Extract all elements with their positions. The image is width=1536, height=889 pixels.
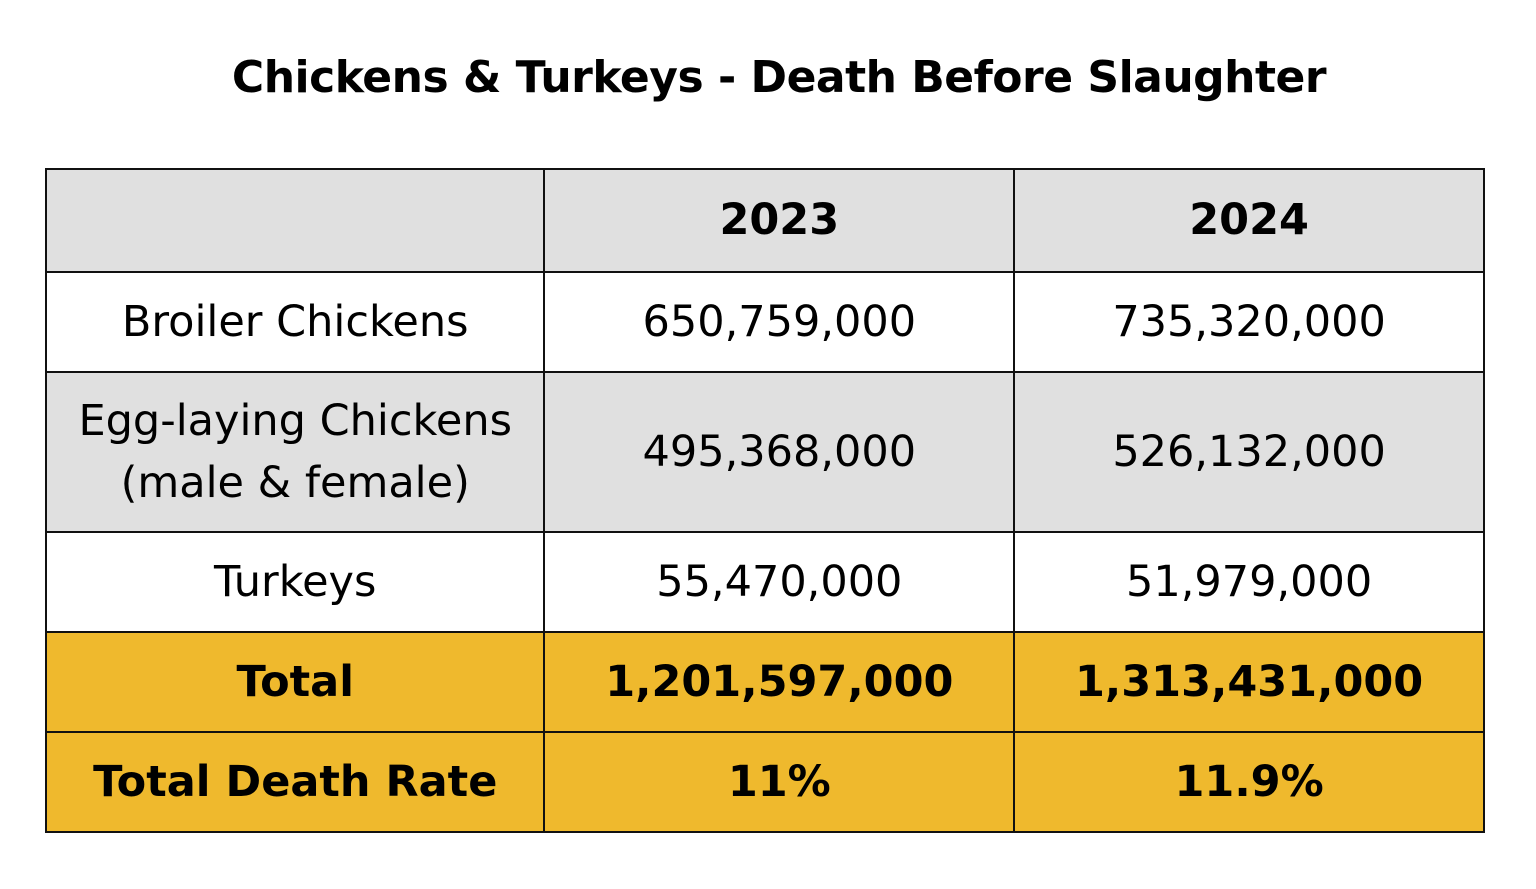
page-title: Chickens & Turkeys - Death Before Slaugh… — [231, 52, 1327, 103]
death-rate-2023: 11% — [543, 731, 1016, 833]
death-rate-label: Total Death Rate — [44, 731, 546, 833]
table-row: Egg-laying Chickens (male & female) 495,3… — [44, 371, 1485, 533]
table-row: Broiler Chickens 650,759,000 735,320,000 — [44, 271, 1485, 373]
death-rate-2024: 11.9% — [1013, 731, 1485, 833]
table-header-row: 2023 2024 — [44, 168, 1485, 273]
total-2024: 1,313,431,000 — [1013, 631, 1485, 733]
row-label: Turkeys — [44, 531, 546, 633]
value-2023: 495,368,000 — [543, 371, 1016, 533]
total-row: Total 1,201,597,000 1,313,431,000 — [44, 631, 1485, 733]
header-cell-2024: 2024 — [1013, 168, 1485, 273]
value-2023: 650,759,000 — [543, 271, 1016, 373]
table-row: Turkeys 55,470,000 51,979,000 — [44, 531, 1485, 633]
total-2023: 1,201,597,000 — [543, 631, 1016, 733]
value-2024: 51,979,000 — [1013, 531, 1485, 633]
header-cell-empty — [44, 168, 546, 273]
data-table: 2023 2024 Broiler Chickens 650,759,000 7… — [44, 168, 1485, 833]
row-label-line1: Egg-laying Chickens — [78, 395, 512, 446]
total-label: Total — [44, 631, 546, 733]
row-label: Egg-laying Chickens (male & female) — [44, 371, 546, 533]
row-label-line2: (male & female) — [120, 458, 470, 508]
row-label: Broiler Chickens — [44, 271, 546, 373]
value-2024: 735,320,000 — [1013, 271, 1485, 373]
value-2023: 55,470,000 — [543, 531, 1016, 633]
death-rate-row: Total Death Rate 11% 11.9% — [44, 731, 1485, 833]
value-2024: 526,132,000 — [1013, 371, 1485, 533]
header-cell-2023: 2023 — [543, 168, 1016, 273]
